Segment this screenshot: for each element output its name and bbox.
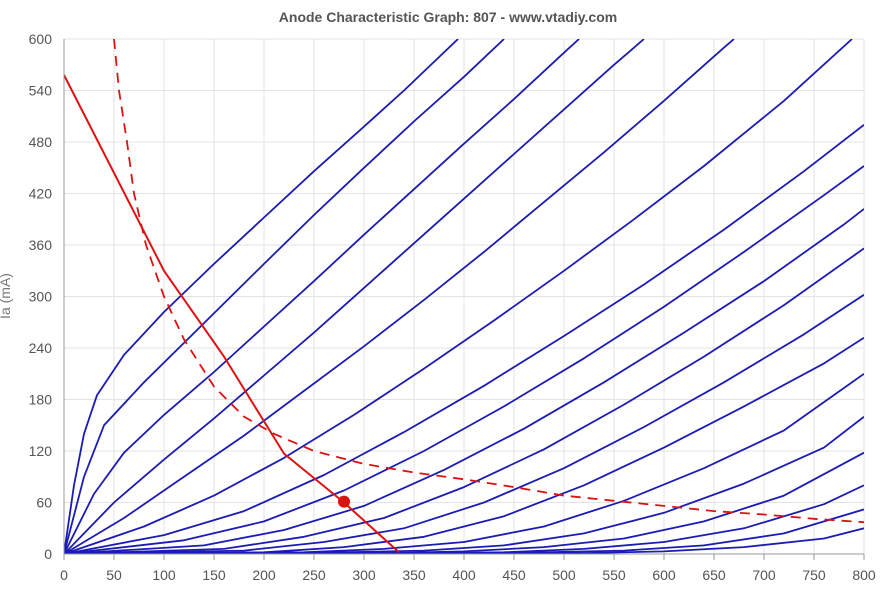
axes: 0 50 100 150 200 250 300 350 400 450 500 550 600 650 7… [29,31,876,583]
x-tick-label: 750 [802,567,826,583]
load-line [64,74,400,554]
y-axis-label: Ia (mA) [0,273,13,319]
x-tick-label: 550 [602,567,626,583]
characteristic-curve-8 [64,165,864,554]
y-tick-label: 480 [29,134,53,150]
characteristic-curve-9 [64,208,864,554]
y-tick-label: 360 [29,237,53,253]
x-tick-label: 200 [252,567,276,583]
y-tick-label: 420 [29,186,53,202]
x-tick-label: 150 [202,567,226,583]
x-tick-label: 450 [502,567,526,583]
characteristic-curve-12 [64,336,864,554]
characteristic-curves [64,39,864,554]
y-tick-label: 60 [36,495,52,511]
x-tick-label: 400 [452,567,476,583]
x-tick-label: 100 [152,567,176,583]
y-tick-label: 300 [29,289,53,305]
y-tick-label: 600 [29,31,53,47]
x-tick-label: 700 [752,567,776,583]
operating-point [338,495,350,508]
x-tick-label: 250 [302,567,326,583]
x-tick-label: 300 [352,567,376,583]
x-tick-label: 50 [106,567,122,583]
y-tick-label: 540 [29,83,53,99]
x-tick-label: 600 [652,567,676,583]
y-tick-label: 240 [29,340,53,356]
characteristic-curve-2 [64,39,505,554]
max-dissipation-curve [113,39,864,524]
x-tick-label: 500 [552,567,576,583]
characteristic-curve-3 [64,39,580,554]
characteristic-curve-10 [64,247,864,554]
x-tick-label: 650 [702,567,726,583]
characteristic-curve-4 [64,39,645,554]
chart-title: Anode Characteristic Graph: 807 - www.vt… [279,9,617,25]
characteristic-curve-13 [64,373,864,554]
y-tick-label: 180 [29,392,53,408]
characteristic-curve-14 [64,415,864,554]
load-line-overlays [64,39,864,554]
characteristic-curve-11 [64,294,864,554]
characteristic-curve-7 [64,124,864,554]
characteristic-curve-18 [64,527,864,554]
x-tick-label: 0 [60,567,68,583]
characteristic-curve-5 [64,39,735,554]
x-tick-label: 350 [402,567,426,583]
characteristic-curve-6 [64,39,853,554]
x-tick-label: 800 [852,567,876,583]
y-tick-label: 0 [44,546,52,562]
y-tick-label: 120 [29,443,53,459]
characteristic-curve-1 [64,39,459,554]
